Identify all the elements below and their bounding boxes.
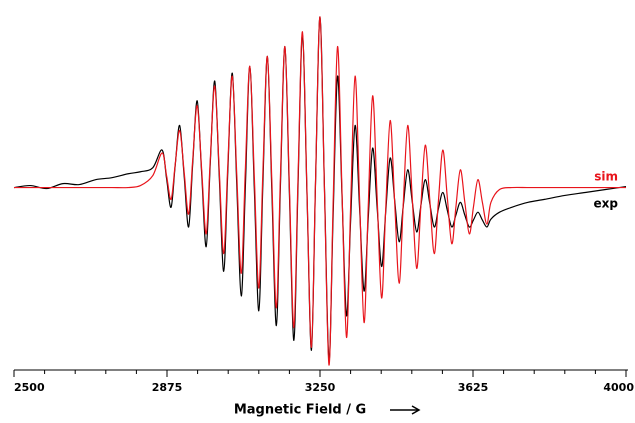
x-tick-label: 4000	[603, 381, 634, 394]
legend-label: sim	[594, 170, 618, 184]
series-line	[13, 16, 627, 361]
x-tick-label: 2875	[152, 381, 183, 394]
x-tick-label: 3625	[458, 381, 489, 394]
x-tick-label: 2500	[14, 381, 45, 394]
series-line	[13, 16, 626, 366]
legend-label: exp	[594, 197, 619, 211]
x-tick-label: 3250	[305, 381, 336, 394]
axis-arrow	[390, 405, 421, 415]
x-axis-label: Magnetic Field / G	[234, 403, 366, 418]
